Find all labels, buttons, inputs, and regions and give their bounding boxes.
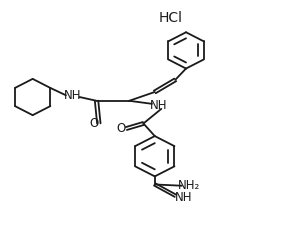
Text: O: O bbox=[117, 122, 126, 135]
Text: NH: NH bbox=[150, 99, 168, 112]
Text: NH: NH bbox=[175, 191, 193, 204]
Text: O: O bbox=[89, 117, 98, 130]
Text: HCl: HCl bbox=[158, 11, 182, 25]
Text: NH: NH bbox=[64, 89, 81, 102]
Text: NH₂: NH₂ bbox=[178, 179, 200, 192]
